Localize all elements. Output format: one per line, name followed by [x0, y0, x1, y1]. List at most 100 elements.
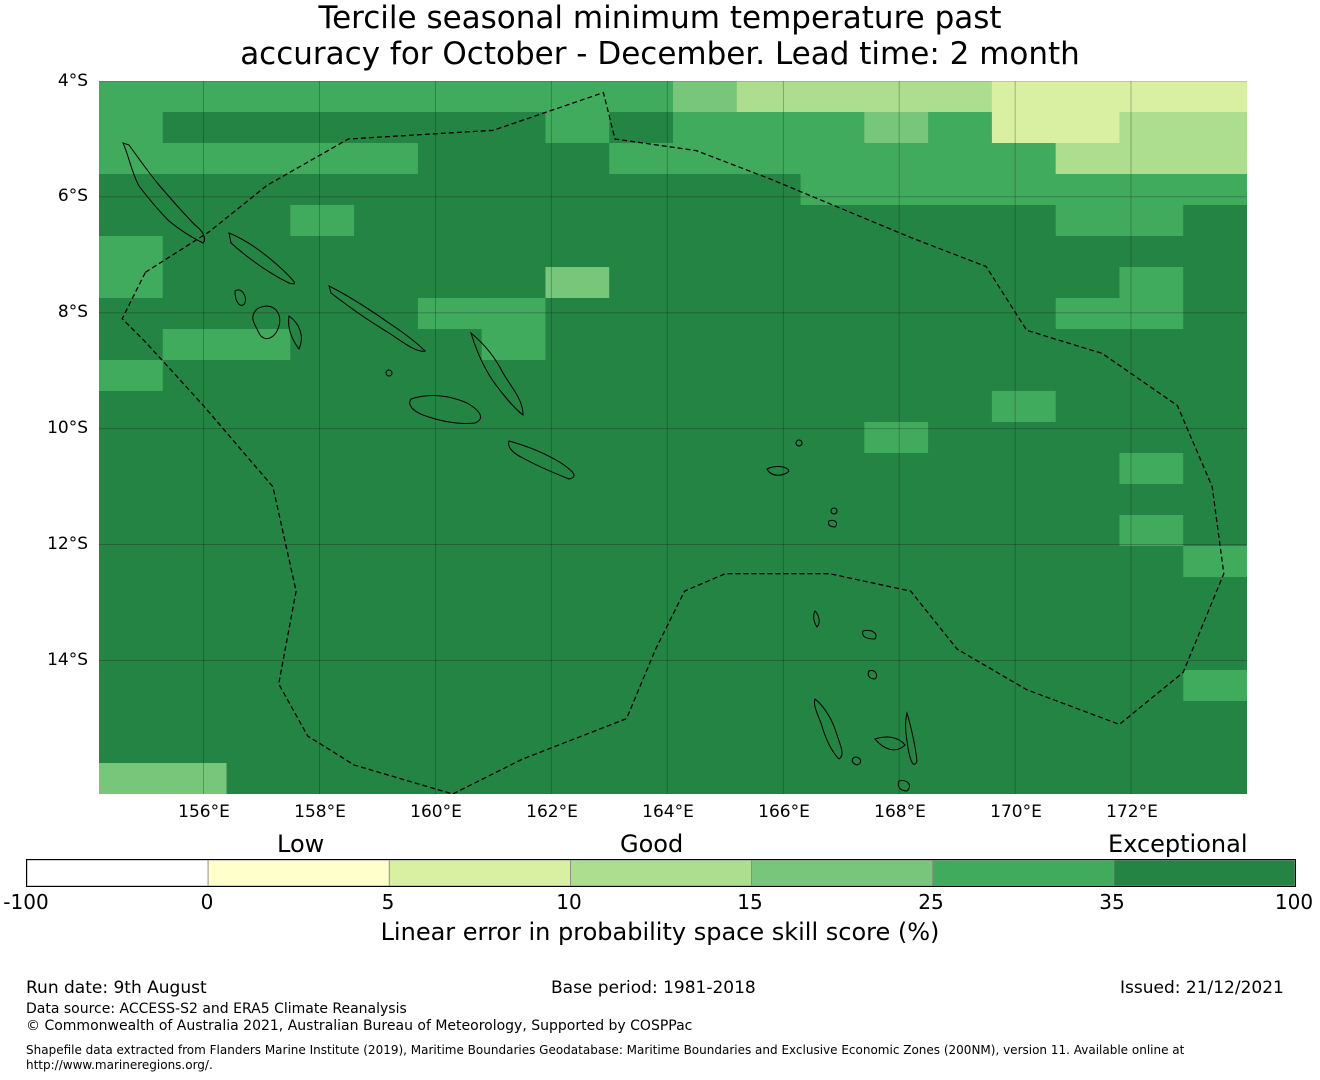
skill-cell: [609, 360, 674, 392]
skill-cell: [991, 174, 1057, 206]
skill-cell: [991, 453, 1057, 485]
skill-cell: [290, 608, 355, 640]
skill-cell: [864, 484, 929, 516]
skill-cell: [609, 453, 674, 485]
skill-cell: [991, 112, 1057, 144]
skill-cell: [1055, 453, 1121, 485]
skill-cell: [673, 143, 738, 175]
santa-cruz-island-outline: [766, 466, 790, 476]
skill-cell: [736, 267, 802, 299]
skill-cell: [1183, 391, 1247, 423]
skill-cell: [1119, 329, 1184, 361]
skill-cell: [1055, 298, 1121, 330]
skill-cell: [736, 391, 802, 423]
shapefile-credit-line2: http://www.marineregions.org/.: [26, 1058, 213, 1072]
skill-cell: [673, 329, 738, 361]
skill-cell: [800, 453, 865, 485]
skill-cell: [864, 360, 929, 392]
colorbar-tick-25: 25: [918, 890, 944, 914]
skill-cell: [800, 360, 865, 392]
skill-cell: [354, 236, 419, 268]
skill-cell: [481, 174, 547, 206]
skill-cell: [290, 143, 355, 175]
skill-cell: [290, 546, 355, 578]
skill-cell: [354, 298, 419, 330]
skill-cell: [1183, 112, 1247, 144]
skill-cell: [736, 577, 802, 609]
skill-cell: [609, 515, 674, 547]
skill-cell: [928, 143, 993, 175]
skill-cell: [290, 732, 355, 764]
skill-cell: [417, 577, 483, 609]
skill-cell: [226, 546, 291, 578]
skill-cell: [864, 639, 929, 671]
skill-cell: [99, 453, 164, 485]
skill-cell: [864, 112, 929, 144]
skill-cell: [736, 453, 802, 485]
skill-cell: [545, 701, 610, 733]
skill-cell: [226, 174, 291, 206]
skill-cell: [864, 577, 929, 609]
skill-cell: [545, 484, 610, 516]
skill-cell: [991, 608, 1057, 640]
lat-label-4s: 4°S: [57, 71, 88, 91]
colorbar-tick-35: 35: [1099, 890, 1125, 914]
skill-cell: [99, 639, 164, 671]
skill-cell: [1055, 515, 1121, 547]
skill-cell: [1183, 763, 1247, 794]
skill-cell: [991, 143, 1057, 175]
skill-cell: [736, 143, 802, 175]
skill-cell: [417, 546, 483, 578]
skill-cell: [736, 515, 802, 547]
skill-cell: [991, 329, 1057, 361]
skill-cell: [290, 515, 355, 547]
small-island-1: [385, 369, 393, 377]
skill-cell: [609, 329, 674, 361]
skill-cell: [928, 577, 993, 609]
skill-cell: [1119, 453, 1184, 485]
skill-cell: [417, 236, 483, 268]
skill-cell: [481, 515, 547, 547]
skill-cell: [673, 81, 738, 113]
skill-cell: [354, 81, 419, 113]
skill-cell: [226, 670, 291, 702]
skill-cell: [162, 732, 228, 764]
skill-cell: [545, 577, 610, 609]
skill-cell: [354, 515, 419, 547]
skill-cell: [991, 391, 1057, 423]
skill-cell: [290, 453, 355, 485]
skill-cell: [928, 329, 993, 361]
skill-cell: [736, 236, 802, 268]
skill-cell: [609, 298, 674, 330]
skill-cell: [1183, 360, 1247, 392]
skill-cell: [609, 639, 674, 671]
skill-cell: [290, 670, 355, 702]
skill-cell: [226, 298, 291, 330]
skill-cell: [481, 608, 547, 640]
skill-cell: [673, 484, 738, 516]
skill-cell: [1119, 515, 1184, 547]
skill-cell: [1183, 546, 1247, 578]
small-island-2: [795, 439, 803, 447]
skill-cell: [1183, 205, 1247, 237]
skill-cell: [609, 81, 674, 113]
lon-label-168e: 168°E: [874, 802, 926, 822]
skill-cell: [1183, 608, 1247, 640]
colorbar-segment: [207, 859, 390, 887]
skill-cell: [673, 732, 738, 764]
coastlines: [122, 142, 918, 792]
skill-cell: [290, 577, 355, 609]
skill-cell: [226, 267, 291, 299]
skill-cell: [928, 515, 993, 547]
skill-cell: [673, 267, 738, 299]
skill-cell: [800, 422, 865, 454]
skill-cell: [226, 608, 291, 640]
skill-cell: [417, 205, 483, 237]
choiseul-island-outline: [228, 232, 295, 285]
skill-cell: [162, 515, 228, 547]
skill-cell: [99, 174, 164, 206]
skill-cell: [162, 701, 228, 733]
skill-cell: [545, 81, 610, 113]
skill-cell: [1119, 174, 1184, 206]
skill-cell: [1055, 670, 1121, 702]
